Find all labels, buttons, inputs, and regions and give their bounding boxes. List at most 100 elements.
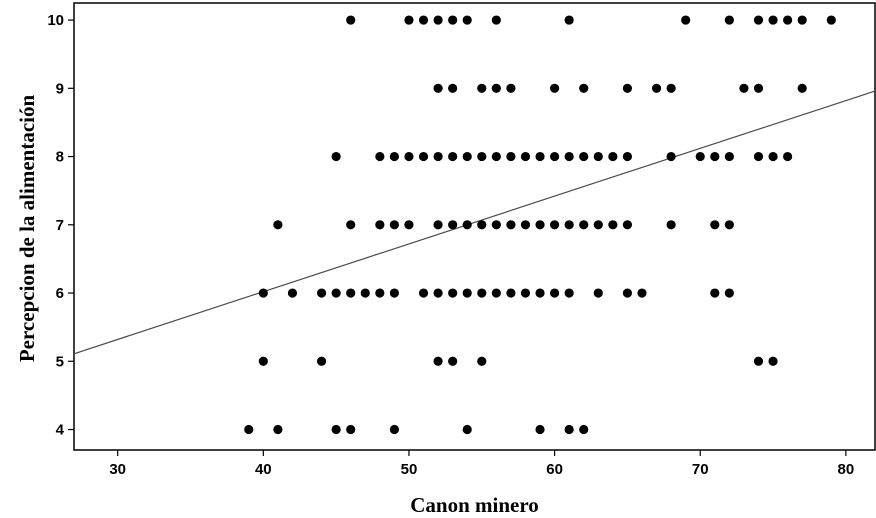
data-point [462, 151, 472, 162]
data-point [520, 288, 531, 298]
data-point [550, 83, 560, 93]
data-point [477, 356, 487, 366]
data-point [564, 424, 574, 435]
data-point [331, 424, 341, 435]
data-point [448, 83, 458, 93]
y-tick-label: 4 [56, 422, 65, 439]
data-point [724, 151, 734, 162]
data-point [346, 15, 356, 25]
data-point [666, 83, 676, 93]
data-point [622, 83, 633, 93]
data-point [433, 15, 443, 25]
x-tick-label: 30 [109, 461, 126, 478]
data-point [331, 288, 341, 298]
data-point [273, 220, 283, 230]
data-point [477, 288, 487, 298]
data-point [477, 220, 487, 230]
data-point [608, 220, 618, 230]
data-point [695, 151, 705, 162]
y-tick-label: 8 [56, 149, 64, 166]
data-point [622, 151, 633, 162]
data-point [477, 151, 487, 162]
data-point [331, 151, 341, 162]
data-point [753, 83, 764, 93]
data-point [564, 15, 574, 25]
data-point [375, 220, 385, 230]
data-point [346, 288, 356, 298]
data-point [579, 424, 589, 435]
data-point [564, 151, 574, 162]
y-tick-label: 5 [56, 353, 64, 370]
data-point [826, 15, 836, 25]
data-point [433, 83, 443, 93]
data-point [462, 288, 472, 298]
data-point [564, 220, 574, 230]
y-tick-label: 10 [47, 12, 64, 29]
data-point [433, 356, 443, 366]
data-point [360, 288, 370, 298]
data-point [491, 83, 501, 93]
data-point [593, 220, 603, 230]
data-point [346, 220, 356, 230]
y-tick-label: 6 [56, 285, 64, 302]
data-point [666, 220, 676, 230]
data-point [258, 356, 268, 366]
data-point [768, 356, 778, 366]
data-point [418, 15, 429, 25]
data-point [651, 83, 662, 93]
data-point [710, 151, 720, 162]
data-point [477, 83, 487, 93]
data-point [287, 288, 298, 298]
data-point [316, 356, 327, 366]
data-point [753, 356, 764, 366]
x-tick-label: 40 [255, 461, 272, 478]
data-point [550, 220, 560, 230]
data-point [579, 151, 589, 162]
data-point [724, 15, 734, 25]
data-point [506, 288, 516, 298]
data-point [724, 220, 734, 230]
data-point [375, 151, 385, 162]
data-point [739, 83, 749, 93]
data-point [273, 424, 283, 435]
data-point [433, 151, 443, 162]
x-tick-label: 80 [838, 461, 855, 478]
data-point [433, 220, 443, 230]
data-point [506, 151, 516, 162]
data-point [550, 288, 560, 298]
data-point [389, 424, 399, 435]
y-axis-title: Percepcion de la alimentación [15, 95, 39, 363]
data-point [622, 288, 633, 298]
data-point [433, 288, 443, 298]
data-point [506, 83, 516, 93]
data-point [389, 220, 399, 230]
data-point [710, 288, 720, 298]
x-tick-label: 70 [692, 461, 709, 478]
data-point [346, 424, 356, 435]
data-point [520, 220, 531, 230]
data-point [448, 288, 458, 298]
data-point [783, 15, 793, 25]
data-point [753, 15, 764, 25]
data-point [724, 288, 734, 298]
data-point [375, 288, 385, 298]
data-point [550, 151, 560, 162]
data-point [593, 151, 603, 162]
data-point [535, 220, 545, 230]
data-point [768, 151, 778, 162]
data-point [404, 220, 414, 230]
data-point [753, 151, 764, 162]
data-point [404, 15, 414, 25]
data-point [535, 424, 545, 435]
y-tick-label: 9 [56, 80, 64, 97]
data-point [448, 151, 458, 162]
data-point [768, 15, 778, 25]
data-point [579, 83, 589, 93]
data-point [520, 151, 531, 162]
data-point [491, 15, 501, 25]
data-point [418, 151, 429, 162]
data-point [462, 424, 472, 435]
data-point [593, 288, 603, 298]
